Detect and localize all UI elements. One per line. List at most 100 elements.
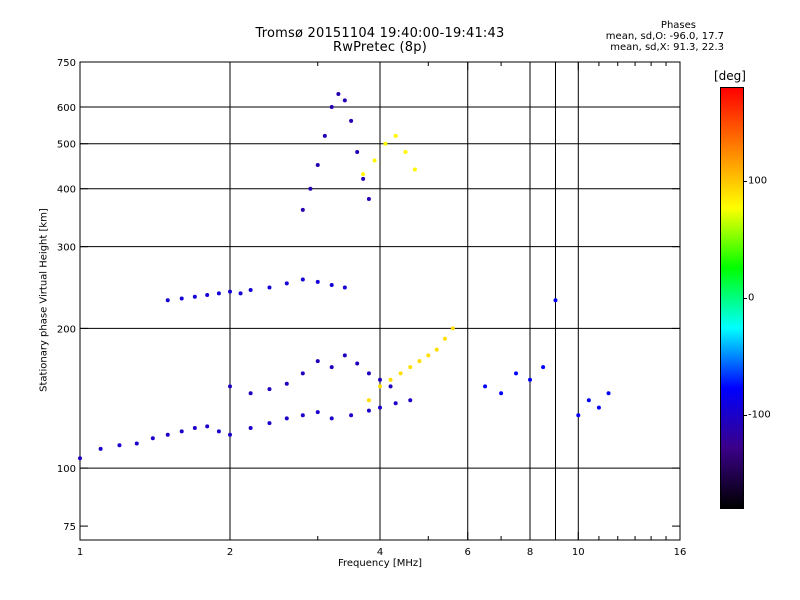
data-point xyxy=(179,296,184,301)
data-point xyxy=(267,387,272,392)
data-point xyxy=(179,429,184,434)
data-point xyxy=(267,421,272,426)
data-point xyxy=(378,405,382,410)
data-point xyxy=(248,287,253,292)
data-point xyxy=(284,381,289,386)
data-point xyxy=(417,359,422,364)
phases-legend: Phases mean, sd,O: -96.0, 17.7 mean, sd,… xyxy=(560,20,724,53)
data-point xyxy=(238,291,243,296)
phases-title: Phases xyxy=(660,20,696,31)
data-point xyxy=(408,398,413,403)
x-tick-label: 16 xyxy=(674,547,687,558)
y-tick-label: 400 xyxy=(57,185,76,196)
x-tick-label: 2 xyxy=(227,547,233,558)
data-point xyxy=(336,91,341,96)
y-tick-label: 500 xyxy=(57,140,76,151)
colorbar-tick-mark xyxy=(743,298,747,299)
data-point xyxy=(300,207,305,212)
data-point xyxy=(284,416,289,421)
data-point xyxy=(342,353,347,358)
data-point xyxy=(442,336,447,341)
data-point xyxy=(366,197,371,202)
data-point xyxy=(355,361,360,366)
data-point xyxy=(150,436,155,441)
y-tick-label: 750 xyxy=(57,58,76,69)
data-point xyxy=(300,371,305,376)
title-line-1: Tromsø 20151104 19:40:00-19:41:43 xyxy=(255,26,505,41)
x-tick-label: 4 xyxy=(377,547,383,558)
data-point xyxy=(228,384,232,389)
data-point xyxy=(426,353,431,358)
data-point xyxy=(248,391,253,396)
x-tick-label: 8 xyxy=(527,547,533,558)
y-axis-label: Stationary phase Virtual Height [km] xyxy=(38,208,50,392)
x-tick-label: 6 xyxy=(465,547,471,558)
data-point xyxy=(412,167,417,172)
colorbar-tick-label: -100 xyxy=(748,409,771,421)
data-point xyxy=(315,410,320,415)
data-point xyxy=(216,291,221,296)
phases-x-mode: mean, sd,X: 91.3, 22.3 xyxy=(610,42,724,53)
y-tick-label: 200 xyxy=(57,324,76,335)
data-point xyxy=(366,371,371,376)
data-point xyxy=(308,186,313,191)
data-point xyxy=(596,405,601,410)
data-point xyxy=(205,293,210,298)
data-point xyxy=(315,359,320,364)
data-point xyxy=(499,391,504,396)
data-point xyxy=(349,118,354,123)
data-point xyxy=(300,413,305,418)
data-point xyxy=(378,384,382,389)
data-point xyxy=(300,277,305,282)
phase-colorbar xyxy=(720,87,744,509)
y-tick-label: 100 xyxy=(57,464,76,475)
data-point xyxy=(216,429,221,434)
data-point xyxy=(586,398,591,403)
data-point xyxy=(78,456,82,461)
y-tick-label: 600 xyxy=(57,103,76,114)
data-point xyxy=(366,408,371,413)
data-point xyxy=(228,432,232,437)
data-point xyxy=(403,149,408,154)
plot-title: Tromsø 20151104 19:40:00-19:41:43 RwPret… xyxy=(180,27,580,55)
data-point xyxy=(349,413,354,418)
data-point xyxy=(361,176,366,181)
data-point xyxy=(514,371,519,376)
data-point xyxy=(342,98,347,103)
data-point xyxy=(165,432,170,437)
data-point xyxy=(329,416,334,421)
data-point xyxy=(315,162,320,167)
data-point xyxy=(541,365,546,370)
data-point xyxy=(284,281,289,286)
data-point xyxy=(329,104,334,109)
data-point xyxy=(450,326,455,331)
data-point xyxy=(483,384,488,389)
data-point xyxy=(117,443,122,448)
colorbar-tick-mark xyxy=(743,415,747,417)
data-point xyxy=(528,377,532,382)
colorbar-tick-mark xyxy=(743,180,747,182)
data-point xyxy=(388,384,393,389)
data-point xyxy=(267,285,272,290)
x-tick-label: 1 xyxy=(77,547,83,558)
data-point xyxy=(165,298,170,303)
data-point xyxy=(606,391,611,396)
data-point xyxy=(228,289,232,294)
colorbar-unit: [deg] xyxy=(714,69,746,83)
x-tick-label: 10 xyxy=(572,547,585,558)
data-point xyxy=(393,133,398,138)
data-point xyxy=(361,172,366,177)
y-tick-label: 75 xyxy=(63,522,76,533)
data-point xyxy=(98,446,103,451)
phases-o-mode: mean, sd,O: -96.0, 17.7 xyxy=(605,31,724,42)
data-point xyxy=(393,401,398,406)
data-point xyxy=(192,426,197,431)
data-point xyxy=(576,413,581,418)
data-point xyxy=(372,158,377,163)
data-point xyxy=(553,298,558,303)
colorbar-tick-label: 0 xyxy=(748,292,755,304)
data-point xyxy=(355,149,360,154)
data-point xyxy=(434,347,439,352)
y-tick-label: 300 xyxy=(57,243,76,254)
